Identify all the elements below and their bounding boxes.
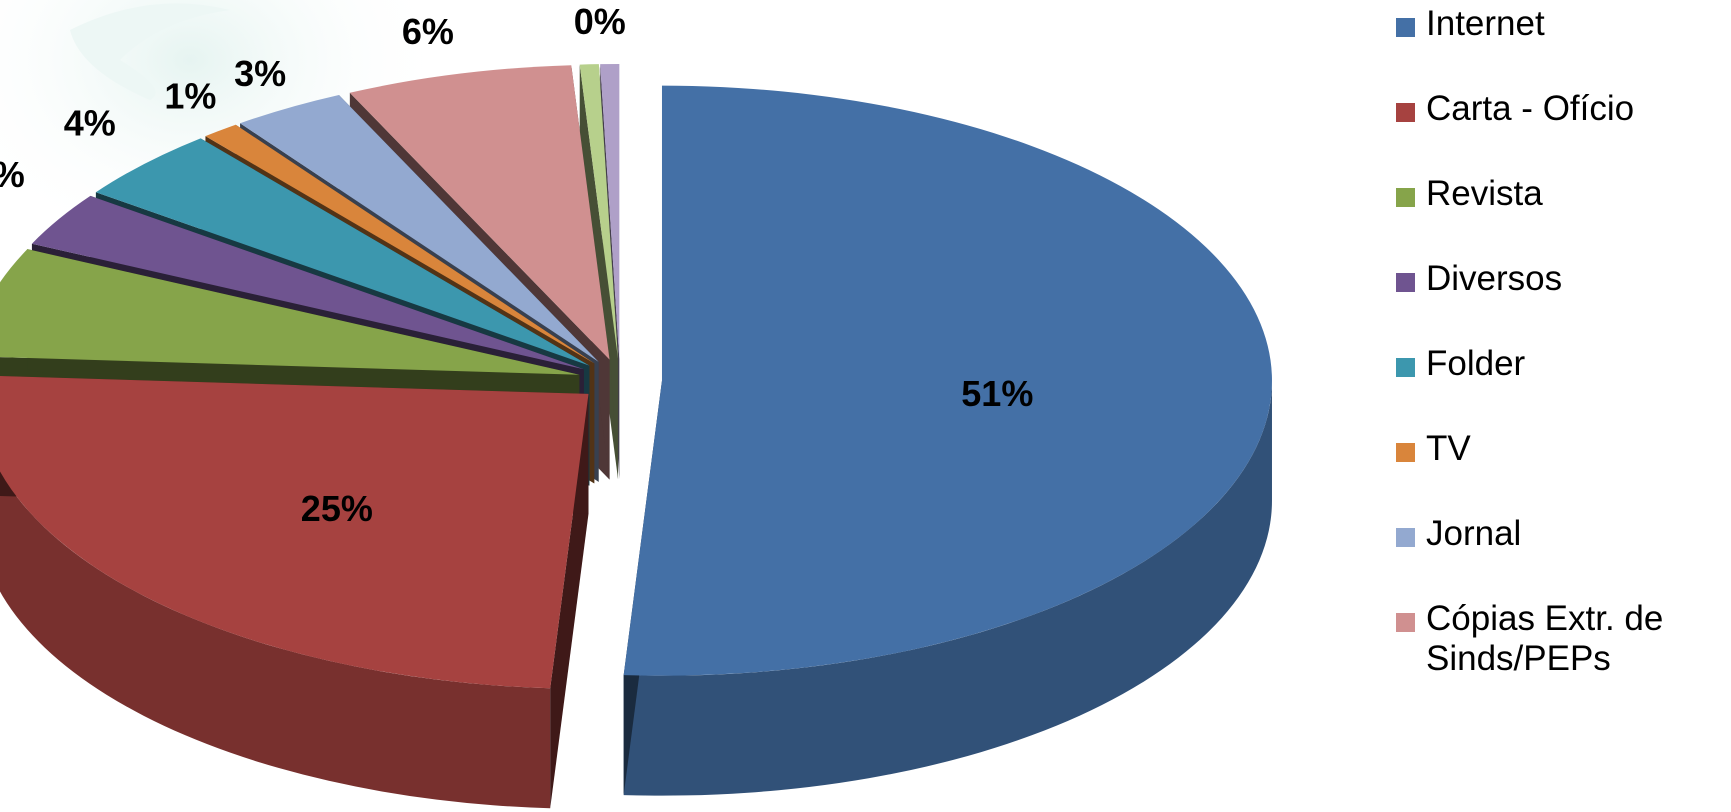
slice-folder: [95, 138, 590, 366]
legend-label-diversos: Diversos: [1426, 259, 1563, 298]
legend-label-folder: Folder: [1426, 344, 1526, 383]
legend-swatch-copias: [1396, 613, 1415, 632]
pie-labels: 51%25%6%3%4%1%3%6%0%: [0, 1, 1033, 529]
legend-swatch-tv: [1396, 443, 1415, 462]
legend-swatch-diversos: [1396, 273, 1415, 292]
legend-label-internet: Internet: [1426, 4, 1545, 43]
slice-diversos: [31, 195, 584, 370]
data-label-diversos: 3%: [0, 154, 25, 195]
legend-label-tv: TV: [1426, 429, 1471, 468]
legend-label-copias: Cópias Extr. de Sinds/PEPs: [1426, 599, 1664, 678]
pie-slices: [0, 64, 1272, 809]
slice-side-carta-oficio: [0, 471, 551, 809]
legend-label-jornal: Jornal: [1426, 514, 1522, 553]
slice-slice-9: [600, 64, 620, 360]
legend-swatch-carta-oficio: [1396, 103, 1415, 122]
legend-label-revista: Revista: [1426, 174, 1543, 213]
legend-label-carta-oficio: Carta - Ofício: [1426, 89, 1635, 128]
slice-jornal: [240, 95, 599, 362]
legend-swatch-revista: [1396, 188, 1415, 207]
slice-side-internet: [623, 380, 1272, 796]
legend-swatch-jornal: [1396, 528, 1415, 547]
data-label-tv: 1%: [164, 75, 216, 116]
data-label-carta-oficio: 25%: [301, 488, 373, 529]
slice-internet: [623, 85, 1272, 676]
data-label-internet: 51%: [961, 373, 1033, 414]
slice-copias-extr-de-sinds-peps: [349, 65, 610, 360]
data-label-folder: 4%: [64, 103, 116, 144]
slice-carta-oficio: [0, 375, 589, 689]
slice-revista: [0, 249, 580, 375]
slice-slice-8: [579, 64, 619, 360]
data-label-copias-extr-de-sinds-peps: 6%: [402, 11, 454, 52]
data-label-slice-9: 0%: [574, 1, 626, 42]
slice-tv: [205, 124, 595, 364]
legend-swatch-folder: [1396, 358, 1415, 377]
legend-swatch-internet: [1396, 18, 1415, 37]
data-label-jornal: 3%: [234, 53, 286, 94]
